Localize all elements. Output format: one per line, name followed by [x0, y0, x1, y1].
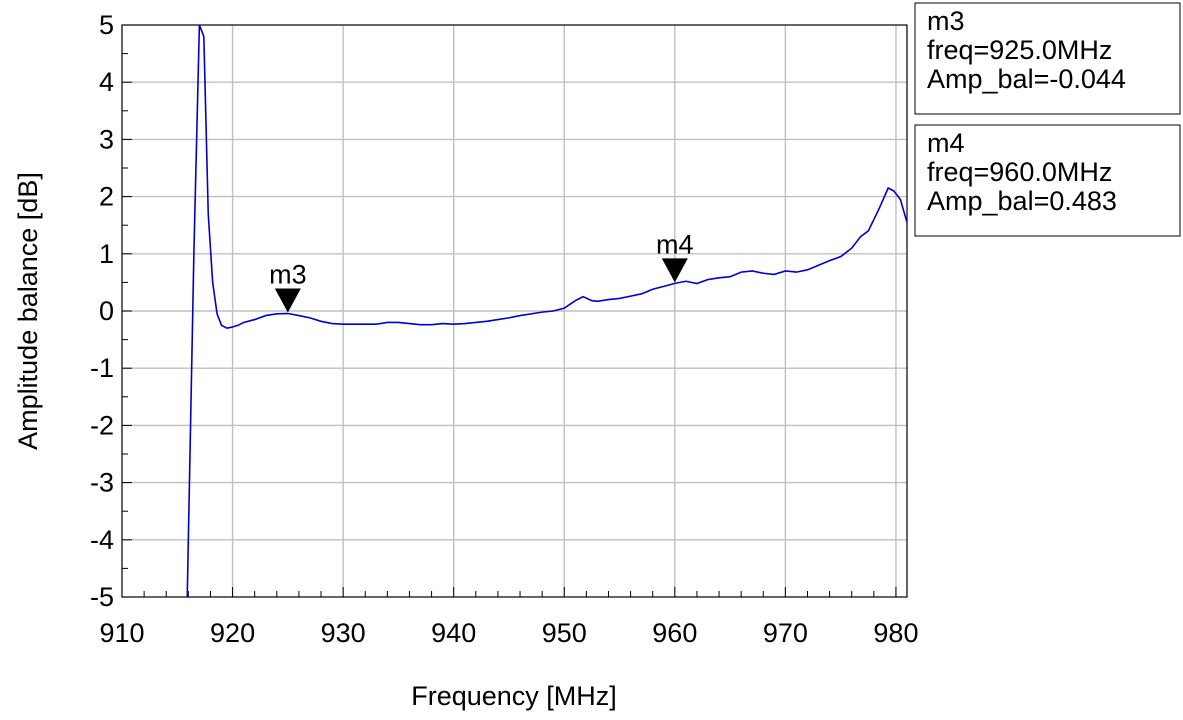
x-tick-labels: 910 920 930 940 950 960 970 980 — [99, 618, 918, 648]
y-tick-label: 1 — [99, 239, 114, 269]
markers: m3 m4 — [269, 229, 694, 313]
x-tick-label: 950 — [542, 618, 587, 648]
marker-triangle-m3 — [274, 288, 301, 313]
marker-triangle-m4 — [661, 258, 688, 283]
y-tick-label: -1 — [90, 353, 114, 383]
marker-readout-line: m4 — [927, 128, 965, 158]
marker-label-m3: m3 — [269, 260, 307, 290]
marker-readout-box-m3 — [914, 2, 1181, 115]
y-tick-label: 4 — [99, 67, 114, 97]
y-tick-label: -3 — [90, 468, 114, 498]
x-tick-label: 970 — [763, 618, 808, 648]
y-tick-label: 2 — [99, 182, 114, 212]
minor-ticks — [121, 24, 897, 598]
y-tick-label: 3 — [99, 124, 114, 154]
y-axis-title: Amplitude balance [dB] — [13, 172, 43, 450]
y-tick-label: -2 — [90, 410, 114, 440]
x-tick-label: 960 — [652, 618, 697, 648]
y-tick-label: -4 — [90, 525, 114, 555]
x-tick-label: 930 — [321, 618, 366, 648]
y-tick-label: 0 — [99, 296, 114, 326]
marker-readout-line: freq=960.0MHz — [927, 157, 1112, 187]
grid — [122, 25, 907, 597]
y-tick-labels: -5 -4 -3 -2 -1 0 1 2 3 4 5 — [90, 10, 114, 612]
x-tick-label: 980 — [873, 618, 918, 648]
marker-readout-line: m3 — [927, 6, 965, 36]
marker-readout-line: freq=925.0MHz — [927, 35, 1112, 65]
y-tick-label: -5 — [90, 582, 114, 612]
x-tick-label: 920 — [210, 618, 255, 648]
series-layer — [186, 25, 907, 597]
y-tick-label: 5 — [99, 10, 114, 40]
marker-readout-line: Amp_bal=0.483 — [927, 186, 1117, 216]
marker-label-m4: m4 — [656, 229, 694, 259]
series-line — [186, 25, 907, 597]
x-axis-title: Frequency [MHz] — [411, 681, 617, 711]
marker-readout-box-m4 — [914, 124, 1181, 237]
x-tick-label: 910 — [99, 618, 144, 648]
marker-readout-line: Amp_bal=-0.044 — [927, 64, 1126, 94]
plot-area-frame — [121, 24, 908, 598]
x-tick-label: 940 — [431, 618, 476, 648]
